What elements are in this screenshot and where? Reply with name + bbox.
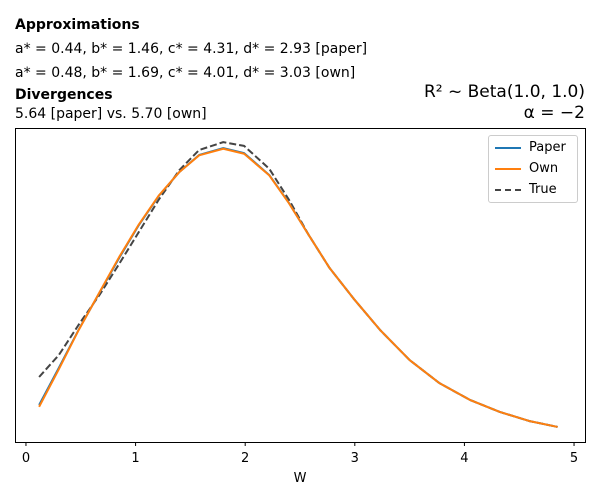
approximations-title: Approximations [15,17,140,33]
x-tick-label: 4 [460,451,468,466]
legend-item-true: True [495,182,557,197]
series-line-own [38,147,558,428]
legend-label: Own [529,161,559,176]
x-tick-label: 2 [241,451,249,466]
legend-label: Paper [529,140,566,155]
legend-swatch [495,167,521,170]
series-line-true [38,141,558,428]
x-tick-label: 0 [22,451,30,466]
legend: Paper Own True [488,135,578,203]
alpha-label: α = −2 [523,103,585,123]
legend-swatch [495,188,521,191]
axes-frame [15,128,586,443]
paper-params: a* = 0.44, b* = 1.46, c* = 4.31, d* = 2.… [15,41,368,57]
legend-swatch [495,146,521,149]
divergences-title: Divergences [15,87,113,103]
legend-label: True [529,182,557,197]
legend-item-paper: Paper [495,140,566,155]
prior-label: R² ~ Beta(1.0, 1.0) [423,82,585,102]
x-tick-label: 1 [131,451,139,466]
series-line-paper [38,147,558,428]
x-tick-label: 3 [351,451,359,466]
divergences-values: 5.64 [paper] vs. 5.70 [own] [15,106,207,122]
own-params: a* = 0.48, b* = 1.69, c* = 4.01, d* = 3.… [15,65,356,81]
x-tick-label: 5 [570,451,578,466]
x-axis-label: W [294,471,307,486]
legend-item-own: Own [495,161,558,176]
